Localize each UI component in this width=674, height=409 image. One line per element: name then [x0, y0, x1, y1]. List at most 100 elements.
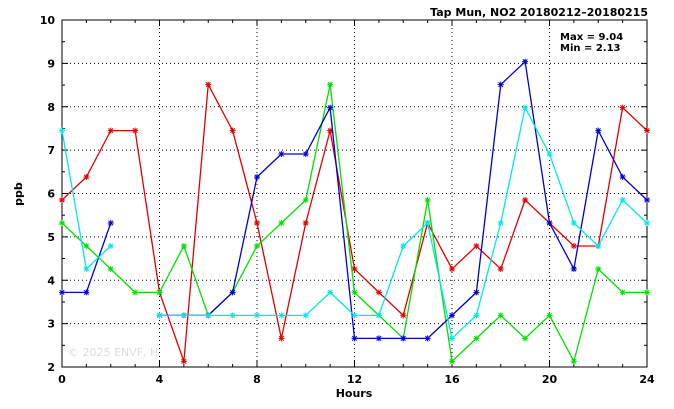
- data-point: [180, 358, 187, 365]
- x-tick-label: 12: [347, 373, 362, 386]
- data-point: [570, 265, 577, 272]
- data-point: [83, 174, 90, 181]
- data-point: [254, 174, 260, 181]
- max-annotation: Max = 9.04: [560, 32, 623, 43]
- data-point: [351, 312, 358, 319]
- x-tick-label: 8: [253, 373, 261, 386]
- data-point: [619, 289, 626, 296]
- y-tick-label: 5: [47, 231, 55, 244]
- data-point: [83, 289, 90, 296]
- data-point: [449, 312, 455, 319]
- data-point: [424, 197, 431, 204]
- data-point: [522, 197, 529, 204]
- data-point: [497, 312, 504, 319]
- data-point: [522, 335, 529, 342]
- data-point: [107, 127, 114, 134]
- data-point: [400, 242, 407, 249]
- data-point: [156, 289, 163, 296]
- data-point: [644, 219, 650, 226]
- data-point: [59, 127, 65, 134]
- data-point: [449, 335, 455, 342]
- data-point: [424, 219, 431, 226]
- data-point: [570, 219, 577, 226]
- x-tick-label: 24: [639, 373, 655, 386]
- data-point: [254, 242, 260, 249]
- data-point: [302, 312, 309, 319]
- series-line: [61, 82, 648, 362]
- data-point: [644, 197, 650, 204]
- data-point: [351, 289, 358, 296]
- data-point: [619, 174, 626, 181]
- data-point: [449, 265, 455, 272]
- data-point: [497, 219, 504, 226]
- data-point: [595, 265, 602, 272]
- y-tick-label: 4: [47, 274, 55, 287]
- series-group: [59, 58, 650, 365]
- data-point: [375, 289, 382, 296]
- data-point: [278, 312, 285, 319]
- data-point: [302, 151, 309, 158]
- data-point: [107, 265, 114, 272]
- data-point: [375, 312, 382, 319]
- chart-title: Tap Mun, NO2 20180212–20180215: [430, 6, 648, 19]
- data-point: [180, 312, 187, 319]
- min-annotation: Min = 2.13: [560, 43, 621, 54]
- data-point: [473, 312, 480, 319]
- data-point: [400, 335, 407, 342]
- data-point: [132, 127, 139, 134]
- y-tick-label: 3: [47, 318, 55, 331]
- data-point: [59, 219, 65, 226]
- y-tick-label: 10: [40, 14, 56, 27]
- data-point: [546, 219, 553, 226]
- data-point: [546, 151, 553, 158]
- data-point: [644, 289, 650, 296]
- data-point: [595, 242, 602, 249]
- grid: [62, 20, 647, 367]
- y-tick-label: 8: [47, 101, 55, 114]
- data-point: [107, 242, 114, 249]
- data-point: [375, 335, 382, 342]
- data-point: [254, 219, 260, 226]
- data-point: [278, 335, 285, 342]
- series-line: [159, 60, 648, 340]
- x-tick-label: 0: [58, 373, 66, 386]
- data-point: [497, 265, 504, 272]
- data-point: [254, 312, 260, 319]
- x-tick-label: 20: [542, 373, 558, 386]
- data-point: [205, 81, 212, 88]
- data-point: [107, 219, 114, 226]
- data-point: [351, 335, 358, 342]
- data-point: [570, 242, 577, 249]
- x-tick-label: 4: [156, 373, 164, 386]
- data-point: [83, 242, 90, 249]
- data-point: [473, 242, 480, 249]
- data-point: [619, 197, 626, 204]
- data-point: [83, 265, 90, 272]
- axis-ticks: 0 4 8 12 16 20 24 2 3 4 5 6 7 8 9 10: [40, 14, 655, 386]
- data-point: [522, 104, 529, 111]
- data-point: [327, 289, 334, 296]
- data-point: [302, 197, 309, 204]
- data-point: [473, 289, 480, 296]
- y-tick-label: 9: [47, 57, 55, 70]
- data-point: [400, 312, 407, 319]
- data-point: [595, 127, 602, 134]
- series-line: [61, 84, 647, 364]
- x-tick-label: 16: [444, 373, 460, 386]
- data-point: [278, 219, 285, 226]
- data-point: [229, 312, 236, 319]
- data-point: [497, 81, 504, 88]
- data-point: [156, 312, 163, 319]
- y-tick-label: 6: [47, 188, 55, 201]
- data-point: [327, 81, 334, 88]
- data-point: [59, 197, 65, 204]
- data-point: [229, 127, 236, 134]
- series-4: [59, 104, 650, 342]
- data-point: [449, 358, 455, 365]
- data-point: [59, 289, 65, 296]
- y-tick-label: 7: [47, 144, 55, 157]
- data-point: [327, 127, 334, 134]
- data-point: [132, 289, 139, 296]
- data-point: [644, 127, 650, 134]
